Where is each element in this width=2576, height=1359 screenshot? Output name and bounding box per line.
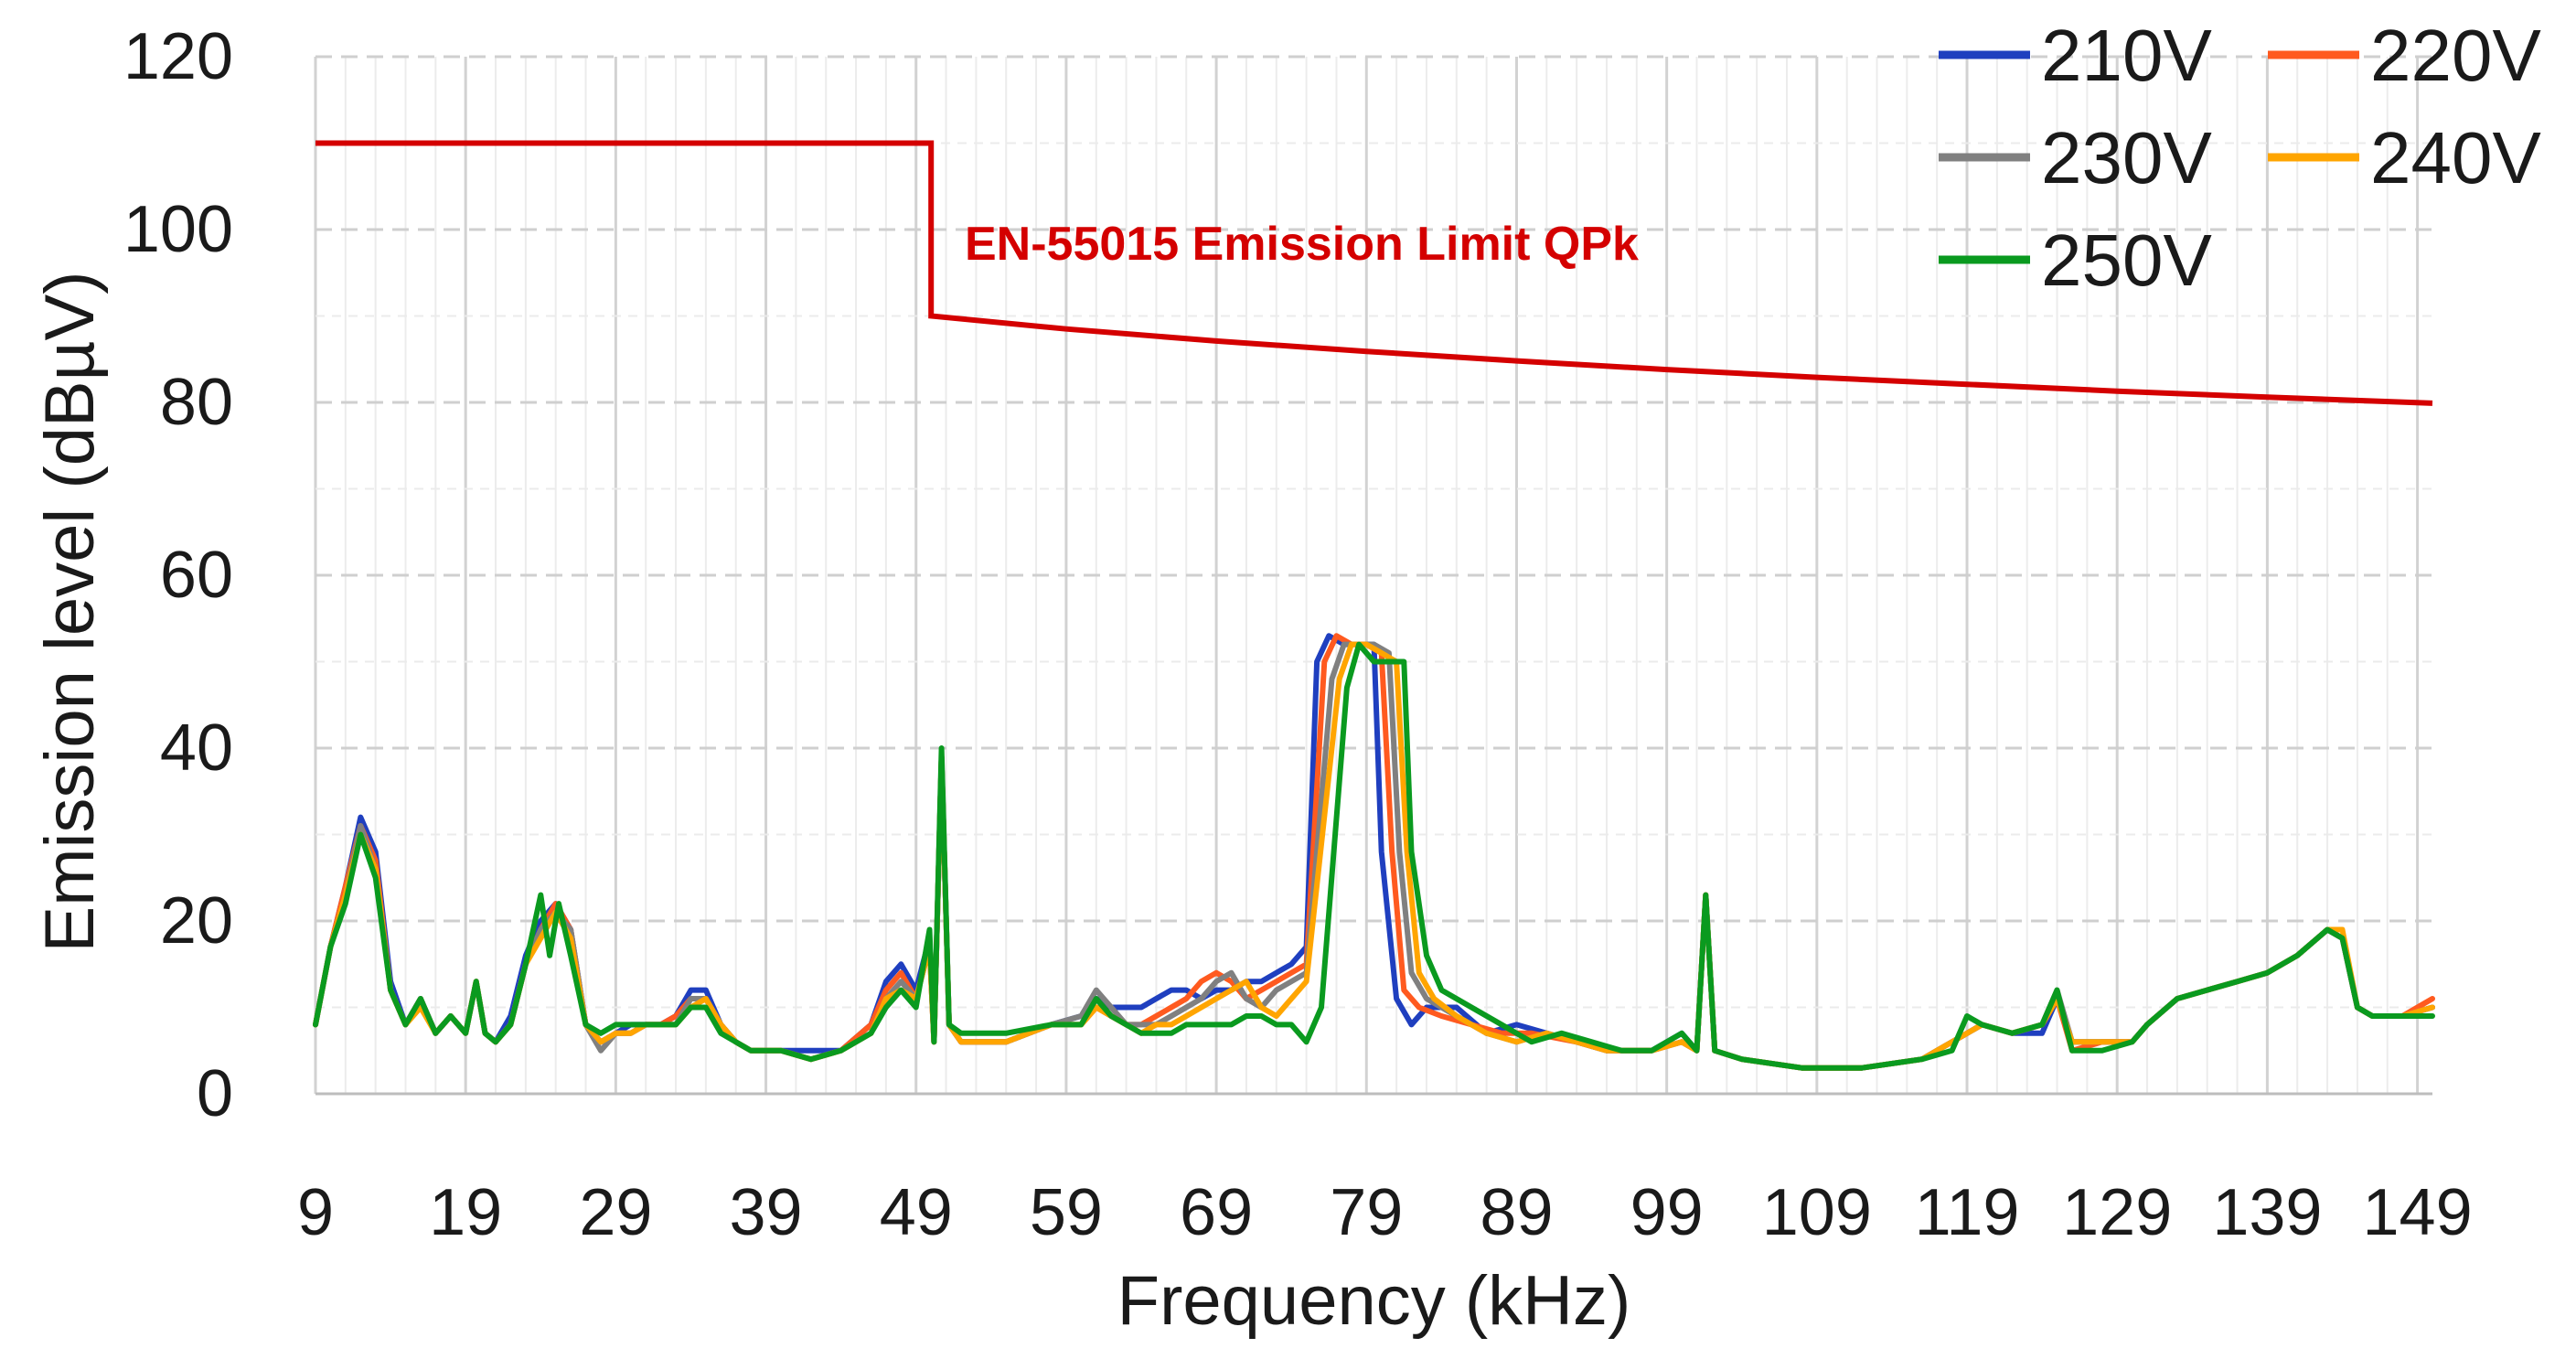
series-line-250V <box>313 641 2435 1071</box>
legend-label-210V: 210V <box>2041 15 2212 96</box>
x-tick-label: 69 <box>1180 1176 1253 1249</box>
x-tick-label: 49 <box>880 1176 953 1249</box>
y-tick-label: 20 <box>160 884 233 958</box>
x-tick-label: 39 <box>730 1176 803 1249</box>
grid-lines <box>314 55 2432 1096</box>
x-tick-label: 29 <box>579 1176 652 1249</box>
x-tick-label: 109 <box>1762 1176 1872 1249</box>
legend: 210V 220V 230V 240V 250V <box>1939 15 2541 301</box>
x-tick-label: 149 <box>2363 1176 2473 1249</box>
x-tick-label: 59 <box>1030 1176 1103 1249</box>
legend-label-230V: 230V <box>2041 117 2212 198</box>
limit-layer <box>315 140 2433 406</box>
y-tick-label: 120 <box>123 20 233 93</box>
x-tick-label: 89 <box>1480 1176 1553 1249</box>
x-axis-title: Frequency (kHz) <box>1117 1262 1631 1340</box>
y-axis-title: Emission level (dBµV) <box>31 272 109 953</box>
x-tick-label: 119 <box>1915 1176 2020 1249</box>
x-tick-label: 129 <box>2062 1176 2172 1249</box>
legend-label-250V: 250V <box>2041 219 2212 301</box>
series-line-210V <box>313 633 2435 1071</box>
x-tick-label: 19 <box>429 1176 502 1249</box>
limit-annotation: EN-55015 Emission Limit QPk <box>965 218 1639 271</box>
y-tick-label: 100 <box>123 193 233 266</box>
y-tick-label: 80 <box>160 366 233 439</box>
series-layer <box>313 633 2435 1071</box>
legend-label-240V: 240V <box>2370 117 2541 198</box>
x-tick-label: 139 <box>2212 1176 2322 1249</box>
x-tick-label: 79 <box>1330 1176 1403 1249</box>
y-tick-label: 60 <box>160 539 233 612</box>
y-tick-labels: 0 20 40 60 80 100 120 <box>123 20 233 1130</box>
y-tick-label: 40 <box>160 712 233 785</box>
x-tick-labels: 9 19 29 39 49 59 69 79 89 99 109 119 129 139 149 <box>297 1176 2473 1249</box>
x-tick-label: 9 <box>297 1176 334 1249</box>
limit-line <box>315 140 2433 406</box>
legend-label-220V: 220V <box>2370 15 2541 96</box>
x-tick-label: 99 <box>1630 1176 1704 1249</box>
y-tick-label: 0 <box>197 1057 233 1130</box>
